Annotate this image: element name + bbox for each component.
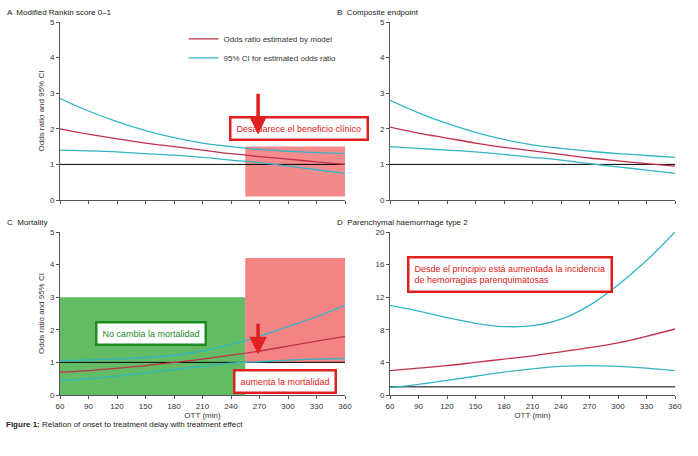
- svg-text:2: 2: [380, 125, 385, 134]
- svg-text:120: 120: [440, 402, 454, 411]
- svg-text:330: 330: [310, 402, 324, 411]
- svg-text:270: 270: [253, 402, 267, 411]
- svg-text:150: 150: [469, 402, 483, 411]
- svg-text:360: 360: [338, 402, 352, 411]
- svg-text:20: 20: [375, 228, 384, 237]
- svg-text:OTT (min): OTT (min): [184, 411, 221, 420]
- svg-text:240: 240: [554, 402, 568, 411]
- svg-text:60: 60: [386, 402, 395, 411]
- svg-text:1: 1: [50, 160, 55, 169]
- svg-text:8: 8: [380, 326, 385, 335]
- svg-text:B Composite endpoint: B Composite endpoint: [337, 8, 419, 17]
- svg-text:A Modified Rankin score 0–1: A Modified Rankin score 0–1: [7, 8, 112, 17]
- svg-text:aumenta la mortalidad: aumenta la mortalidad: [241, 377, 330, 387]
- svg-text:5: 5: [50, 18, 55, 27]
- svg-text:360: 360: [668, 402, 682, 411]
- svg-text:16: 16: [375, 260, 384, 269]
- svg-text:3: 3: [380, 89, 385, 98]
- svg-text:C Mortality: C Mortality: [7, 218, 47, 227]
- svg-text:Desde el principio está aument: Desde el principio está aumentada la inc…: [415, 264, 606, 286]
- svg-text:Odds ratio estimated by model: Odds ratio estimated by model: [224, 35, 333, 44]
- svg-text:0: 0: [380, 391, 385, 400]
- svg-text:12: 12: [375, 293, 384, 302]
- svg-text:0: 0: [380, 196, 385, 205]
- svg-text:180: 180: [497, 402, 511, 411]
- svg-text:2: 2: [50, 326, 55, 335]
- svg-text:2: 2: [50, 125, 55, 134]
- svg-text:3: 3: [50, 89, 55, 98]
- svg-text:270: 270: [583, 402, 597, 411]
- svg-text:0: 0: [50, 196, 55, 205]
- svg-text:1: 1: [50, 358, 55, 367]
- svg-text:300: 300: [281, 402, 295, 411]
- svg-text:330: 330: [640, 402, 654, 411]
- svg-text:3: 3: [50, 293, 55, 302]
- svg-text:95% CI for estimated odds rati: 95% CI for estimated odds ratio: [224, 54, 337, 63]
- svg-text:210: 210: [196, 402, 210, 411]
- svg-text:5: 5: [50, 228, 55, 237]
- svg-text:4: 4: [380, 358, 385, 367]
- svg-text:60: 60: [56, 402, 65, 411]
- svg-text:Odds ratio and 95% CI: Odds ratio and 95% CI: [37, 71, 46, 152]
- svg-text:4: 4: [380, 53, 385, 62]
- svg-text:1: 1: [380, 160, 385, 169]
- svg-text:90: 90: [414, 402, 423, 411]
- svg-text:120: 120: [110, 402, 124, 411]
- svg-text:300: 300: [611, 402, 625, 411]
- svg-text:90: 90: [84, 402, 93, 411]
- svg-text:No cambia la mortalidad: No cambia la mortalidad: [103, 329, 200, 339]
- svg-text:210: 210: [526, 402, 540, 411]
- svg-text:Odds ratio and 95% CI: Odds ratio and 95% CI: [37, 273, 46, 354]
- svg-text:180: 180: [167, 402, 181, 411]
- svg-text:4: 4: [50, 53, 55, 62]
- svg-text:0: 0: [50, 391, 55, 400]
- svg-text:240: 240: [224, 402, 238, 411]
- svg-text:Desaparece el beneficio clínic: Desaparece el beneficio clínico: [237, 124, 362, 134]
- svg-text:D Parenchymal haemorrhage typ: D Parenchymal haemorrhage type 2: [337, 218, 468, 227]
- svg-text:OTT (min): OTT (min): [514, 411, 551, 420]
- svg-text:150: 150: [139, 402, 153, 411]
- svg-text:4: 4: [50, 260, 55, 269]
- svg-text:Figure 1: Relation of onset to: Figure 1: Relation of onset to treatment…: [6, 420, 243, 429]
- svg-text:5: 5: [380, 18, 385, 27]
